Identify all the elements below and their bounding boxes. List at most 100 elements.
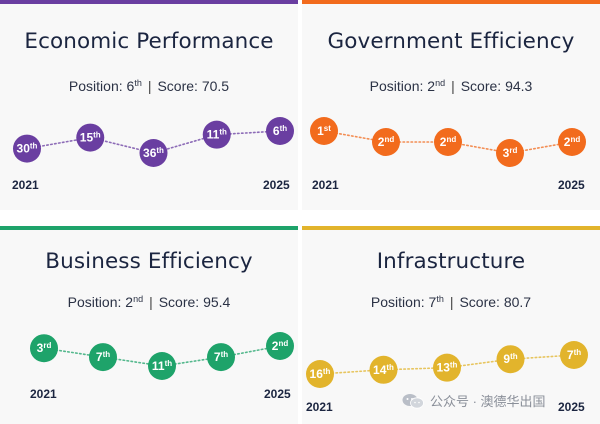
watermark-text: 公众号 · 澳德华出国 [430, 394, 546, 409]
rank-marker [148, 352, 176, 380]
position-label: Position: [369, 78, 428, 94]
rank-marker [369, 355, 398, 384]
rank-point: 3rd [496, 139, 524, 167]
position-suffix: nd [133, 294, 144, 304]
rank-label: 7th [96, 350, 110, 364]
year-start-label: 2021 [306, 400, 333, 414]
rank-chart: 16th 14th 13th 9th 7th [306, 341, 588, 388]
panel-accent-bar [0, 226, 298, 230]
rank-marker [207, 343, 235, 372]
position-suffix: th [436, 294, 444, 304]
panel-title: Economic Performance [24, 29, 274, 54]
panel-title: Government Efficiency [327, 29, 575, 54]
rank-label: 1st [317, 124, 331, 138]
rank-marker [496, 139, 524, 167]
rank-marker [306, 360, 334, 388]
rank-marker [202, 120, 231, 149]
rank-marker [266, 117, 294, 145]
panel-title: Business Efficiency [45, 249, 253, 274]
rank-trend-line [319, 354, 575, 375]
position-suffix: nd [435, 78, 446, 88]
position-number: 2 [427, 78, 436, 94]
rank-label: 15th [80, 131, 101, 145]
rank-marker [496, 345, 525, 374]
wechat-icon [402, 393, 424, 409]
business-efficiency-panel: Business Efficiency Position: 2nd | Score:… [0, 226, 298, 424]
year-start-label: 2021 [30, 387, 57, 401]
rank-label: 3rd [37, 341, 52, 355]
year-end-label: 2025 [263, 178, 290, 192]
rank-marker [30, 334, 58, 363]
rank-point: 16th [306, 360, 334, 388]
rank-point: 36th [139, 139, 168, 167]
rank-label: 7th [567, 348, 581, 362]
rank-label: 2nd [564, 135, 581, 149]
rank-point: 15th [76, 123, 105, 152]
panel-title: Infrastructure [376, 249, 526, 274]
rank-point: 7th [207, 343, 235, 372]
rank-point: 2nd [372, 128, 400, 156]
rank-point: 7th [89, 343, 117, 372]
rank-point: 6th [266, 117, 294, 145]
rank-marker [266, 332, 294, 360]
position-number: 7 [428, 294, 437, 310]
rank-label: 14th [373, 363, 394, 377]
government-efficiency-panel: Government Efficiency Position: 2nd | Scor… [302, 0, 600, 210]
rank-label: 36th [143, 146, 164, 160]
rank-label: 11th [152, 359, 172, 373]
rank-label: 30th [17, 142, 38, 156]
rank-point: 14th [369, 355, 398, 384]
score-label: Score: 95.4 [158, 294, 231, 310]
panel-accent-bar [0, 0, 298, 4]
rank-point: 2nd [434, 128, 462, 156]
panel-accent-bar [302, 226, 600, 230]
panel-position-score: Position: 2nd | Score: 95.4 [0, 294, 298, 310]
panel-position-score: Position: 2nd | Score: 94.3 [302, 78, 600, 94]
rank-marker [76, 123, 105, 152]
score-label: Score: 70.5 [157, 78, 230, 94]
position-suffix: th [134, 78, 142, 88]
position-label: Position: [370, 294, 429, 310]
year-start-label: 2021 [312, 178, 339, 192]
rank-point: 2nd [266, 332, 294, 360]
rank-marker [558, 128, 586, 156]
rank-label: 3rd [503, 146, 518, 160]
rank-marker [89, 343, 117, 372]
panel-accent-bar [302, 0, 600, 4]
rank-marker [434, 128, 462, 156]
rank-label: 9th [503, 352, 517, 366]
score-label: Score: 80.7 [459, 294, 532, 310]
year-end-label: 2025 [264, 387, 291, 401]
rank-point: 3rd [30, 334, 58, 363]
position-number: 6 [126, 78, 135, 94]
separator: | [451, 78, 455, 94]
rank-label: 11th [207, 128, 227, 142]
separator: | [449, 294, 454, 310]
rank-marker [433, 353, 461, 382]
rank-chart: 1st 2nd 2nd 3rd 2nd [310, 117, 586, 167]
score-label: Score: 94.3 [460, 78, 533, 94]
rank-point: 2nd [558, 128, 586, 156]
position-label: Position: [67, 294, 126, 310]
rank-label: 2nd [440, 135, 457, 149]
separator: | [149, 294, 153, 310]
rank-marker [372, 128, 400, 156]
rank-point: 11th [148, 352, 176, 380]
year-start-label: 2021 [12, 178, 39, 192]
rank-point: 9th [496, 345, 525, 374]
rank-point: 11th [202, 120, 231, 149]
rank-label: 7th [214, 350, 228, 364]
economic-performance-panel: Economic Performance Position: 6th | Score… [0, 0, 298, 210]
rank-label: 16th [310, 367, 331, 381]
rank-point: 13th [433, 353, 461, 382]
watermark: 公众号 · 澳德华出国 [402, 391, 546, 410]
year-end-label: 2025 [558, 400, 585, 414]
rank-label: 13th [437, 361, 458, 375]
rank-marker [13, 134, 41, 163]
infrastructure-panel: Infrastructure Position: 7th | Score: 80.7… [302, 226, 600, 424]
rank-marker [310, 117, 338, 145]
rank-point: 7th [560, 341, 588, 369]
rank-marker [139, 139, 168, 167]
position-label: Position: [68, 78, 127, 94]
rank-label: 2nd [272, 339, 289, 353]
